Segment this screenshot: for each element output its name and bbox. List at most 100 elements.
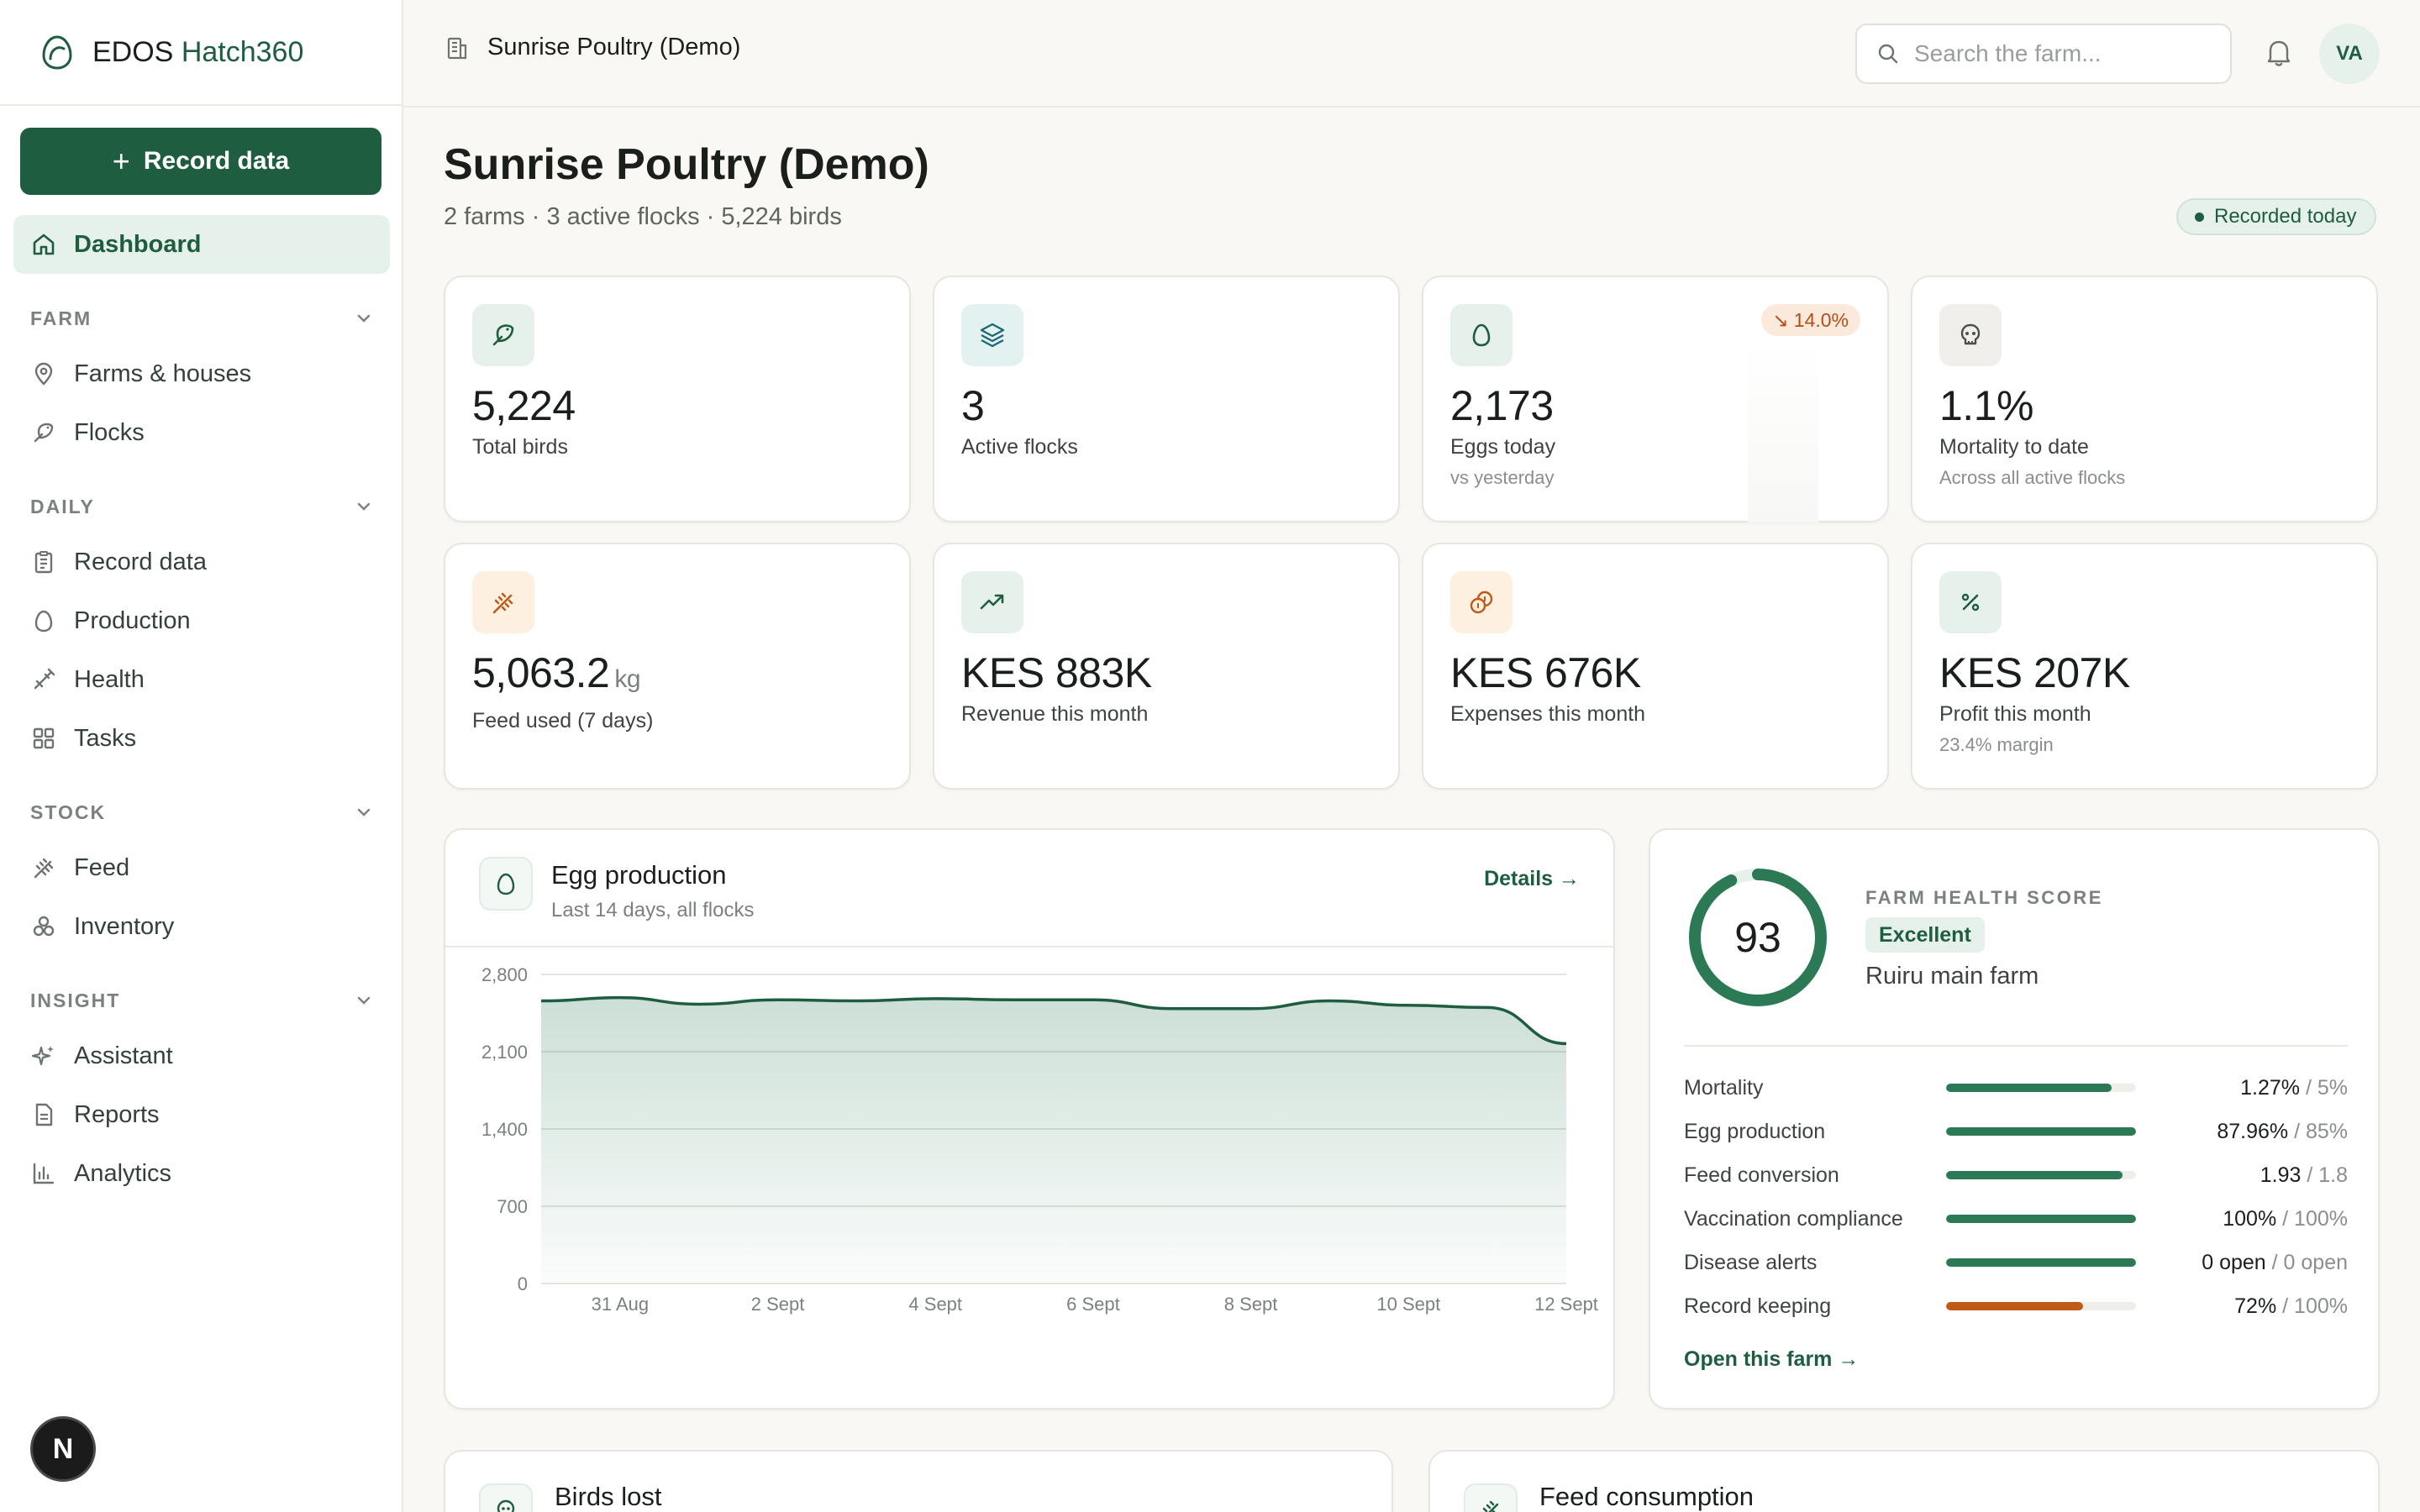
sidebar-item-production[interactable]: Production bbox=[13, 591, 390, 650]
series-area bbox=[541, 997, 1566, 1284]
metric-bar-fill bbox=[1946, 1127, 2136, 1136]
chevron-down-icon bbox=[357, 996, 371, 1005]
health-metric-row: Disease alerts 0 open / 0 open bbox=[1684, 1246, 2348, 1279]
health-farm-name: Ruiru main farm bbox=[1865, 963, 2039, 990]
grid-icon bbox=[33, 727, 55, 749]
metric-bar-fill bbox=[1946, 1215, 2136, 1223]
bell-icon[interactable] bbox=[2260, 34, 2297, 71]
sidebar-item-record-data[interactable]: Record data bbox=[13, 533, 390, 591]
clipboard-icon bbox=[34, 551, 53, 574]
stat-value: 2,173 bbox=[1450, 382, 1554, 429]
metric-bar bbox=[1946, 1215, 2136, 1223]
sidebar-item-tasks[interactable]: Tasks bbox=[13, 709, 390, 768]
metric-target: / 5% bbox=[2305, 1075, 2348, 1100]
health-score-label: FARM HEALTH SCORE bbox=[1865, 887, 2103, 908]
panel-header: Egg production Last 14 days, all flocks bbox=[479, 857, 754, 922]
home-icon bbox=[33, 234, 55, 255]
nav-section-farm[interactable]: FARM bbox=[30, 292, 373, 344]
search-box[interactable] bbox=[1855, 24, 2232, 84]
farm-switcher[interactable]: Sunrise Poultry (Demo) bbox=[444, 34, 740, 61]
stat-label: Feed used (7 days) bbox=[472, 709, 654, 732]
nav-section-daily[interactable]: DAILY bbox=[30, 480, 373, 533]
chevron-down-icon bbox=[357, 808, 371, 816]
stat-card-eggs-today[interactable]: ↘ 14.0% 2,173 Eggs today vs yesterday bbox=[1422, 276, 1889, 522]
sidebar-item-inventory[interactable]: Inventory bbox=[13, 897, 390, 956]
sidebar: EDOS Hatch360 + Record data Dashboard FA… bbox=[0, 0, 403, 1512]
metric-actual: 100% bbox=[2223, 1206, 2277, 1231]
x-tick-label: 8 Sept bbox=[1224, 1294, 1278, 1315]
search-input[interactable] bbox=[1914, 40, 2217, 67]
change-value: 14.0% bbox=[1793, 308, 1849, 331]
open-farm-link[interactable]: Open this farm → bbox=[1684, 1347, 1860, 1371]
nav-section-title: INSIGHT bbox=[30, 989, 121, 1011]
sidebar-item-reports[interactable]: Reports bbox=[13, 1085, 390, 1144]
sidebar-item-farms-houses[interactable]: Farms & houses bbox=[13, 344, 390, 403]
stat-value: 1.1% bbox=[1939, 382, 2033, 429]
stat-card-active-flocks[interactable]: 3 Active flocks bbox=[933, 276, 1400, 522]
egg-production-chart: 0 700 1,400 2,100 2,800 31 Aug 2 Sept 4 Sept 6 S… bbox=[481, 964, 1598, 1315]
wheat-icon bbox=[472, 571, 534, 633]
stat-card-feed-used[interactable]: 5,063.2 kg Feed used (7 days) bbox=[444, 543, 911, 790]
divider bbox=[445, 946, 1613, 948]
health-score: 93 bbox=[1734, 914, 1781, 961]
y-tick-label: 0 bbox=[518, 1273, 528, 1294]
stat-card-total-birds[interactable]: 5,224 Total birds bbox=[444, 276, 911, 522]
dev-tools-button[interactable]: N bbox=[30, 1416, 96, 1482]
avatar[interactable]: VA bbox=[2319, 24, 2380, 84]
stat-label: Total birds bbox=[472, 435, 568, 459]
wheat-icon bbox=[34, 858, 54, 879]
health-rating-badge: Excellent bbox=[1865, 917, 1985, 953]
stat-card-mortality[interactable]: 1.1% Mortality to date Across all active… bbox=[1911, 276, 2378, 522]
nav-section-insight[interactable]: INSIGHT bbox=[30, 974, 373, 1026]
metric-name: Egg production bbox=[1684, 1119, 1826, 1143]
metric-bar bbox=[1946, 1302, 2136, 1310]
stat-value: KES 676K bbox=[1450, 649, 1641, 696]
x-tick-label: 10 Sept bbox=[1376, 1294, 1440, 1315]
metric-bar-fill bbox=[1946, 1302, 2083, 1310]
sidebar-item-flocks[interactable]: Flocks bbox=[13, 403, 390, 462]
sidebar-item-dashboard[interactable]: Dashboard bbox=[13, 215, 390, 274]
record-data-button[interactable]: + Record data bbox=[20, 128, 381, 195]
file-text-icon bbox=[35, 1103, 53, 1126]
birds-lost-panel: Birds lost bbox=[444, 1450, 1393, 1512]
health-metric-row: Record keeping 72% / 100% bbox=[1684, 1289, 2348, 1323]
stat-card-profit[interactable]: KES 207K Profit this month 23.4% margin bbox=[1911, 543, 2378, 790]
metric-bar bbox=[1946, 1127, 2136, 1136]
stat-value-number: 5,063.2 bbox=[472, 649, 610, 696]
stat-value: KES 207K bbox=[1939, 649, 2130, 696]
metric-target: / 100% bbox=[2282, 1294, 2348, 1318]
health-metric-row: Egg production 87.96% / 85% bbox=[1684, 1115, 2348, 1148]
sidebar-item-label: Dashboard bbox=[74, 230, 202, 258]
wheat-icon bbox=[1464, 1483, 1518, 1512]
sidebar-item-health[interactable]: Health bbox=[13, 650, 390, 709]
brand[interactable]: EDOS Hatch360 bbox=[0, 0, 402, 106]
stat-unit: kg bbox=[614, 665, 641, 693]
sidebar-item-label: Tasks bbox=[74, 724, 137, 752]
coins-icon bbox=[1450, 571, 1512, 633]
metric-bar-fill bbox=[1946, 1171, 2123, 1179]
panel-title: Feed consumption bbox=[1539, 1482, 1754, 1511]
metric-actual: 1.27% bbox=[2240, 1075, 2301, 1100]
topbar: Sunrise Poultry (Demo) VA bbox=[403, 0, 2420, 108]
brand-product: Hatch360 bbox=[181, 35, 304, 68]
boxes-icon bbox=[33, 916, 55, 937]
egg-icon bbox=[479, 857, 533, 911]
metric-target: / 1.8 bbox=[2307, 1163, 2348, 1187]
sidebar-item-assistant[interactable]: Assistant bbox=[13, 1026, 390, 1085]
stat-label: Expenses this month bbox=[1450, 702, 1646, 726]
metric-name: Feed conversion bbox=[1684, 1163, 1839, 1187]
details-link[interactable]: Details → bbox=[1484, 867, 1580, 890]
fab-label: N bbox=[52, 1432, 74, 1465]
panel-title: Birds lost bbox=[555, 1482, 662, 1511]
sidebar-item-analytics[interactable]: Analytics bbox=[13, 1144, 390, 1203]
stat-card-expenses[interactable]: KES 676K Expenses this month bbox=[1422, 543, 1889, 790]
status-dot bbox=[2195, 212, 2204, 222]
series-line bbox=[540, 995, 1567, 1046]
sidebar-item-feed[interactable]: Feed bbox=[13, 838, 390, 897]
nav-section-stock[interactable]: STOCK bbox=[30, 786, 373, 838]
metric-target: / 100% bbox=[2282, 1206, 2348, 1231]
panel-title: Egg production bbox=[551, 860, 727, 890]
status-badge-label: Recorded today bbox=[2214, 205, 2357, 228]
stat-card-revenue[interactable]: KES 883K Revenue this month bbox=[933, 543, 1400, 790]
sidebar-item-label: Health bbox=[74, 665, 145, 693]
